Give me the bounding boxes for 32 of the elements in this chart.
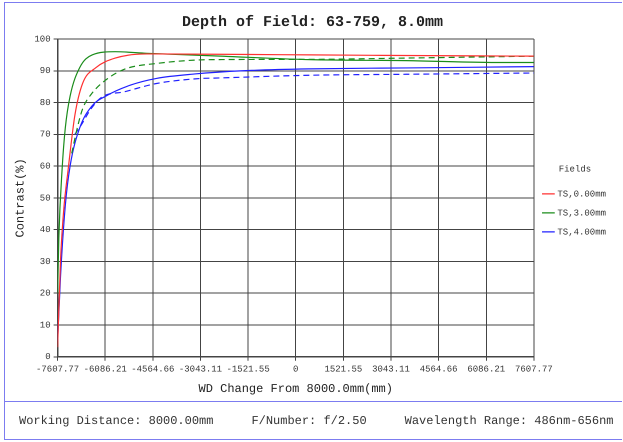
x-tick-label: -1521.55 xyxy=(226,364,270,375)
chart-title: Depth of Field: 63-759, 8.0mm xyxy=(182,14,444,31)
y-tick-label: 90 xyxy=(40,66,51,76)
legend-title: Fields xyxy=(558,164,592,174)
y-tick-label: 60 xyxy=(40,162,51,172)
x-tick-label: 3043.11 xyxy=(372,364,410,375)
y-axis-title: Contrast(%) xyxy=(13,158,28,238)
x-tick-label: -3043.11 xyxy=(178,364,222,375)
y-tick-label: 70 xyxy=(40,130,51,140)
y-tick-label: 80 xyxy=(40,98,51,108)
x-tick-label: -7607.77 xyxy=(36,364,80,375)
legend-label: TS,3.00mm xyxy=(557,208,606,218)
y-tick-label: 100 xyxy=(34,34,51,44)
y-tick-label: 40 xyxy=(40,225,51,236)
x-axis-title: WD Change From 8000.0mm(mm) xyxy=(198,382,393,396)
x-tick-label: 1521.55 xyxy=(324,364,362,375)
y-tick-label: 20 xyxy=(40,288,51,299)
legend-label: TS,0.00mm xyxy=(557,189,606,200)
x-tick-label: 4564.66 xyxy=(420,364,458,375)
x-tick-label: 0 xyxy=(293,364,298,375)
text: Wavelength Range: 486nm-656nm xyxy=(404,414,614,428)
y-tick-label: 50 xyxy=(40,193,51,204)
y-tick-label: 0 xyxy=(45,352,51,362)
x-tick-label: -6086.21 xyxy=(84,364,127,375)
text: F/Number: f/2.50 xyxy=(251,414,367,428)
x-tick-label: -4564.66 xyxy=(131,364,174,375)
x-tick-label: 6086.21 xyxy=(467,364,506,375)
text: Working Distance: 8000.00mm xyxy=(19,414,214,428)
x-tick-label: 7607.77 xyxy=(514,364,553,375)
y-tick-label: 10 xyxy=(40,320,51,330)
legend-label: TS,4.00mm xyxy=(557,227,606,238)
y-tick-label: 30 xyxy=(40,256,51,267)
